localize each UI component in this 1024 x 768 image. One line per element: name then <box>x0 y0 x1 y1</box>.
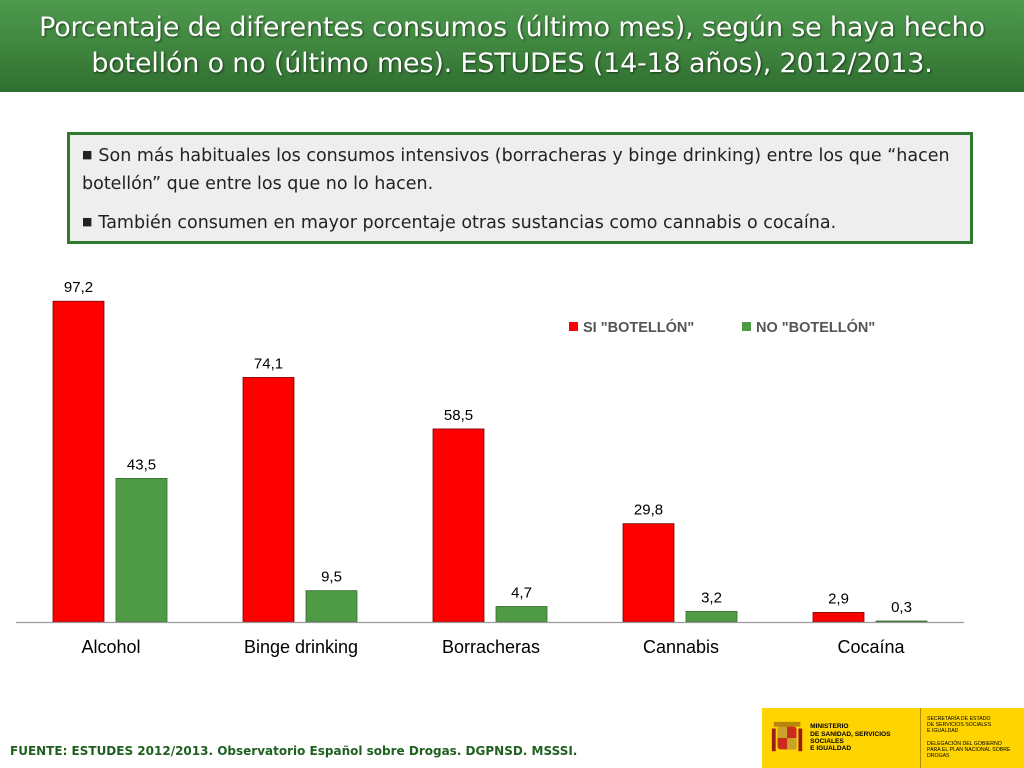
data-label: 3,2 <box>701 589 722 606</box>
data-label: 29,8 <box>634 502 663 519</box>
data-label: 43,5 <box>127 456 156 473</box>
x-tick-label: Borracheras <box>442 637 540 657</box>
bar-no-botellon-2 <box>495 606 548 623</box>
ministry-name: MINISTERIO DE SANIDAD, SERVICIOS SOCIALE… <box>810 723 891 753</box>
bar-si-botellon-3 <box>622 523 675 623</box>
bar-si-botellon-1 <box>242 377 295 623</box>
data-label: 9,5 <box>321 569 342 586</box>
legend-label: SI "BOTELLÓN" <box>583 318 694 336</box>
bar-no-botellon-1 <box>305 590 358 623</box>
bullet-icon: ■ <box>82 148 93 161</box>
finding-1: ■ Son más habituales los consumos intensi… <box>82 143 956 197</box>
bar-si-botellon-4 <box>812 612 865 623</box>
legend-swatch <box>569 322 578 331</box>
ministry-logo: MINISTERIO DE SANIDAD, SERVICIOS SOCIALE… <box>762 708 1024 768</box>
data-label: 4,7 <box>511 584 532 601</box>
bar-chart: 97,2 74,1 58,5 29,8 2,9 43,5 9,5 4,7 3,2 0,3 Alcoh… <box>16 279 964 657</box>
x-tick-label: Alcohol <box>81 637 140 657</box>
secretaria-name: SECRETARÍA DE ESTADO DE SERVICIOS SOCIAL… <box>927 716 992 734</box>
data-label: 97,2 <box>64 279 93 296</box>
bar-no-botellon-3 <box>685 611 738 623</box>
finding-1-text: Son más habituales los consumos intensiv… <box>82 146 950 194</box>
key-findings-box: ■ Son más habituales los consumos intensi… <box>67 132 973 244</box>
bullet-icon: ■ <box>82 215 93 228</box>
bar-si-botellon-2 <box>432 428 485 623</box>
bar-no-botellon-0 <box>115 478 168 623</box>
data-label: 58,5 <box>444 407 473 424</box>
data-label: 74,1 <box>254 355 283 372</box>
title-banner: Porcentaje de diferentes consumos (últim… <box>0 0 1024 92</box>
page-title: Porcentaje de diferentes consumos (últim… <box>39 12 985 79</box>
legend-swatch <box>742 322 751 331</box>
legend-label: NO "BOTELLÓN" <box>756 318 875 336</box>
coat-of-arms-icon <box>771 721 803 752</box>
x-tick-label: Binge drinking <box>244 637 358 657</box>
data-label: 0,3 <box>891 599 912 616</box>
finding-2-text: También consumen en mayor porcentaje otr… <box>98 213 837 233</box>
data-label: 2,9 <box>828 590 849 607</box>
bar-si-botellon-0 <box>52 300 105 623</box>
x-tick-label: Cocaína <box>837 637 905 657</box>
bar-no-botellon-4 <box>875 620 928 623</box>
source-note: FUENTE: ESTUDES 2012/2013. Observatorio … <box>10 744 578 758</box>
finding-2: ■ También consumen en mayor porcentaje ot… <box>82 210 956 238</box>
delegacion-name: DELEGACIÓN DEL GOBIERNO PARA EL PLAN NAC… <box>927 741 1011 759</box>
x-tick-label: Cannabis <box>643 637 719 657</box>
